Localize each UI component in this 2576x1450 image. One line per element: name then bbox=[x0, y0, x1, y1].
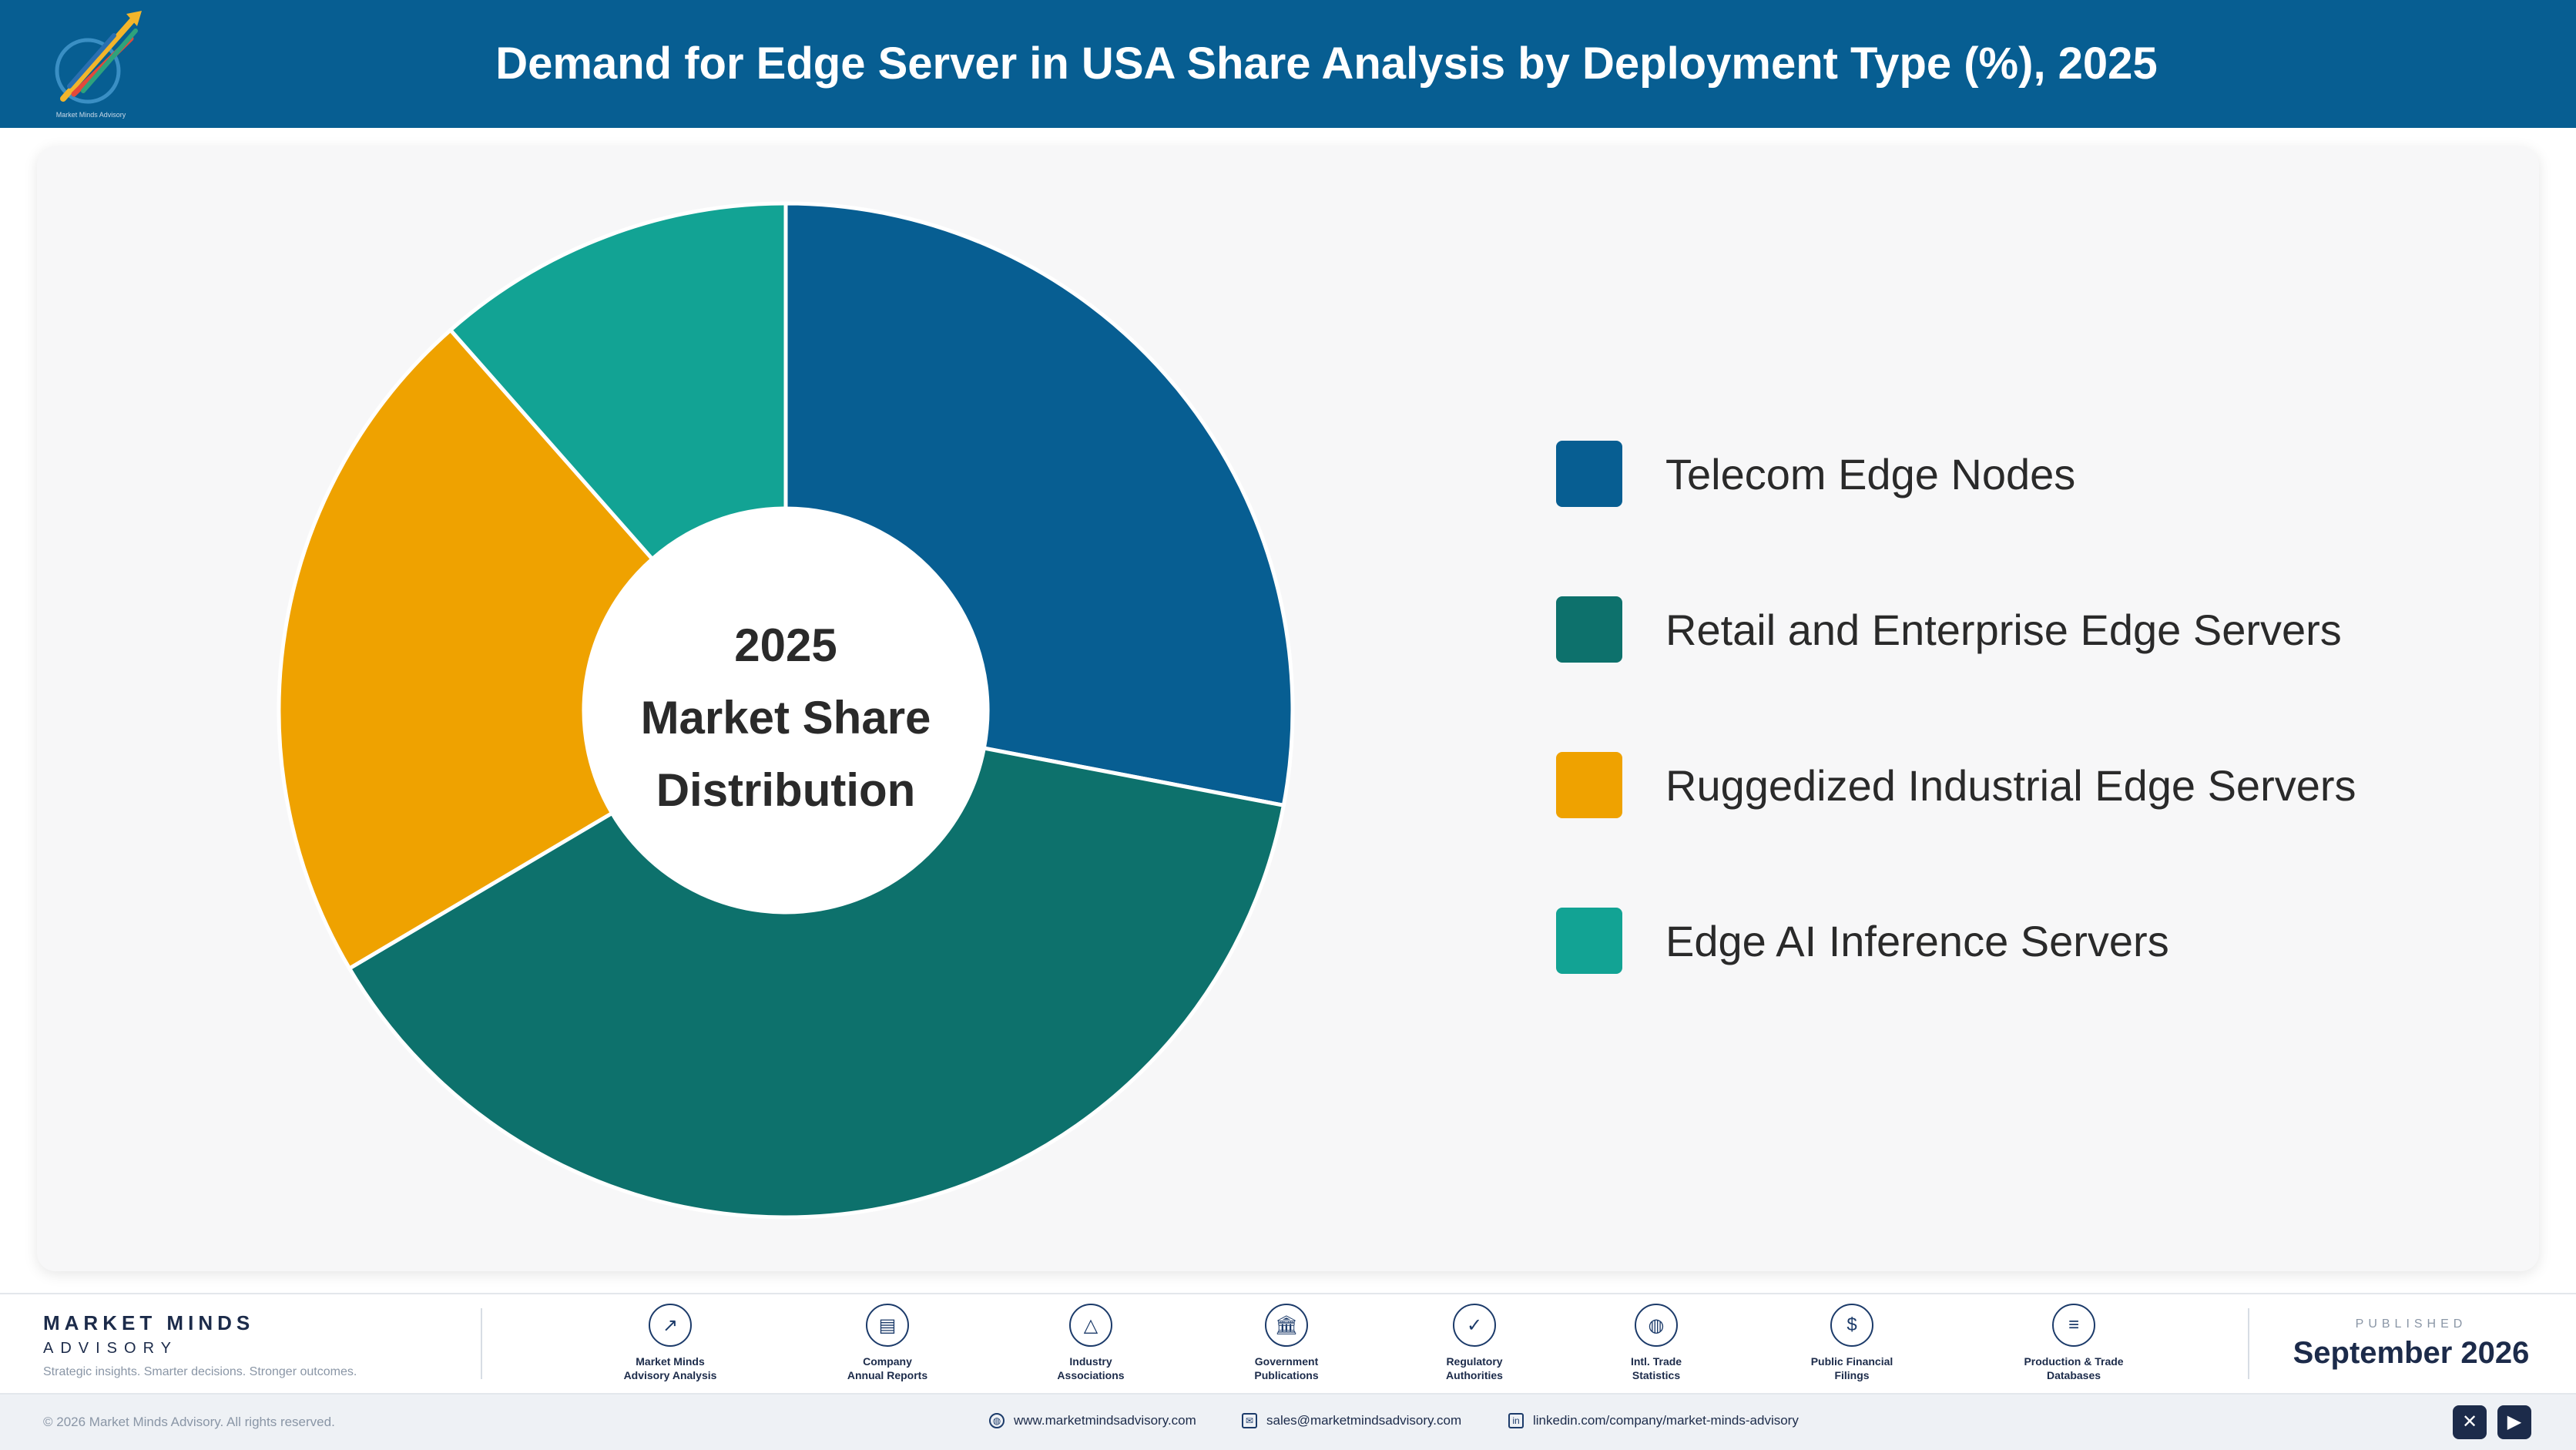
document-icon: ▤ bbox=[866, 1304, 909, 1347]
shield-check-icon: ✓ bbox=[1453, 1304, 1496, 1347]
legend-item[interactable]: Ruggedized Industrial Edge Servers bbox=[1556, 752, 2356, 818]
website-text: www.marketmindsadvisory.com bbox=[1014, 1413, 1196, 1428]
x-icon[interactable]: ✕ bbox=[2453, 1405, 2487, 1439]
linkedin-icon: in bbox=[1508, 1413, 1524, 1428]
email-link[interactable]: ✉ sales@marketmindsadvisory.com bbox=[1242, 1413, 1461, 1428]
market-minds-logo-icon[interactable] bbox=[40, 8, 156, 123]
footer-brand: MARKET MINDS ADVISORY Strategic insights… bbox=[43, 1311, 357, 1379]
legend-item[interactable]: Edge AI Inference Servers bbox=[1556, 908, 2169, 974]
pie-slice-telecom-edge-nodes[interactable] bbox=[783, 201, 1295, 808]
source-item[interactable]: $ Public Financial Filings bbox=[1775, 1304, 1929, 1382]
legend-swatch bbox=[1556, 441, 1622, 507]
source-label: Production & Trade Databases bbox=[2024, 1355, 2124, 1381]
source-label: Government Publications bbox=[1254, 1355, 1319, 1381]
center-label-line-2: Market Share bbox=[641, 692, 931, 743]
source-item[interactable]: ◍ Intl. Trade Statistics bbox=[1579, 1304, 1733, 1382]
source-item[interactable]: ▤ Company Annual Reports bbox=[810, 1304, 964, 1382]
legend-label: Retail and Enterprise Edge Servers bbox=[1665, 605, 2342, 654]
legend-label: Telecom Edge Nodes bbox=[1665, 449, 2076, 498]
center-label-line-3: Distribution bbox=[656, 764, 916, 816]
legend-swatch bbox=[1556, 752, 1622, 818]
source-item[interactable]: △ Industry Associations bbox=[1014, 1304, 1168, 1382]
legend-swatch bbox=[1556, 908, 1622, 974]
network-icon: △ bbox=[1069, 1304, 1112, 1347]
copyright-text: © 2026 Market Minds Advisory. All rights… bbox=[43, 1415, 335, 1429]
website-link[interactable]: ◍ www.marketmindsadvisory.com bbox=[989, 1413, 1196, 1428]
source-label: Market Minds Advisory Analysis bbox=[623, 1355, 717, 1381]
government-building-icon: 🏛 bbox=[1265, 1304, 1308, 1347]
legend-item[interactable]: Telecom Edge Nodes bbox=[1556, 441, 2075, 507]
globe-icon: ◍ bbox=[989, 1413, 1005, 1428]
brand-sub: ADVISORY bbox=[43, 1340, 178, 1357]
mail-icon: ✉ bbox=[1242, 1413, 1257, 1428]
published-date: September 2026 bbox=[2293, 1336, 2530, 1370]
youtube-icon[interactable]: ▶ bbox=[2497, 1405, 2531, 1439]
bottom-bar: © 2026 Market Minds Advisory. All rights… bbox=[0, 1393, 2576, 1450]
globe-icon: ◍ bbox=[1635, 1304, 1678, 1347]
linkedin-link[interactable]: in linkedin.com/company/market-minds-adv… bbox=[1508, 1413, 1799, 1428]
brand-tagline: Strategic insights. Smarter decisions. S… bbox=[43, 1365, 357, 1378]
published-label: PUBLISHED bbox=[2355, 1317, 2467, 1331]
legend-label: Ruggedized Industrial Edge Servers bbox=[1665, 760, 2356, 810]
center-label-line-1: 2025 bbox=[734, 619, 837, 671]
linkedin-text: linkedin.com/company/market-minds-adviso… bbox=[1533, 1413, 1799, 1428]
source-label: Regulatory Authorities bbox=[1446, 1355, 1503, 1381]
source-list: ↗ Market Minds Advisory Analysis ▤ Company … bbox=[570, 1304, 2265, 1388]
donut-chart: 2025 Market Share Distribution bbox=[279, 201, 1295, 1217]
source-label: Industry Associations bbox=[1057, 1355, 1125, 1381]
brand-name: MARKET MINDS bbox=[43, 1311, 255, 1334]
footer-divider bbox=[481, 1308, 482, 1379]
legend-item[interactable]: Retail and Enterprise Edge Servers bbox=[1556, 596, 2342, 663]
source-label: Public Financial Filings bbox=[1810, 1355, 1893, 1381]
database-icon: ≡ bbox=[2052, 1304, 2095, 1347]
source-label: Company Annual Reports bbox=[847, 1355, 928, 1381]
source-item[interactable]: ↗ Market Minds Advisory Analysis bbox=[593, 1304, 747, 1382]
trend-line-icon: ↗ bbox=[649, 1304, 692, 1347]
footer-divider bbox=[2248, 1308, 2249, 1379]
header-bar: Market Minds Advisory Demand for Edge Se… bbox=[0, 0, 2576, 128]
source-item[interactable]: ≡ Production & Trade Databases bbox=[1997, 1304, 2151, 1382]
source-label: Intl. Trade Statistics bbox=[1630, 1355, 1682, 1381]
published-block: PUBLISHED September 2026 bbox=[2249, 1317, 2573, 1371]
source-item[interactable]: 🏛 Government Publications bbox=[1209, 1304, 1363, 1382]
legend-label: Edge AI Inference Servers bbox=[1665, 916, 2169, 965]
source-item[interactable]: ✓ Regulatory Authorities bbox=[1397, 1304, 1551, 1382]
logo-text: Market Minds Advisory bbox=[55, 111, 126, 119]
email-text: sales@marketmindsadvisory.com bbox=[1266, 1413, 1462, 1428]
dollar-coin-icon: $ bbox=[1830, 1304, 1873, 1347]
legend-swatch bbox=[1556, 596, 1622, 663]
donut-center bbox=[584, 509, 988, 912]
chart-title: Demand for Edge Server in USA Share Anal… bbox=[495, 39, 2158, 89]
